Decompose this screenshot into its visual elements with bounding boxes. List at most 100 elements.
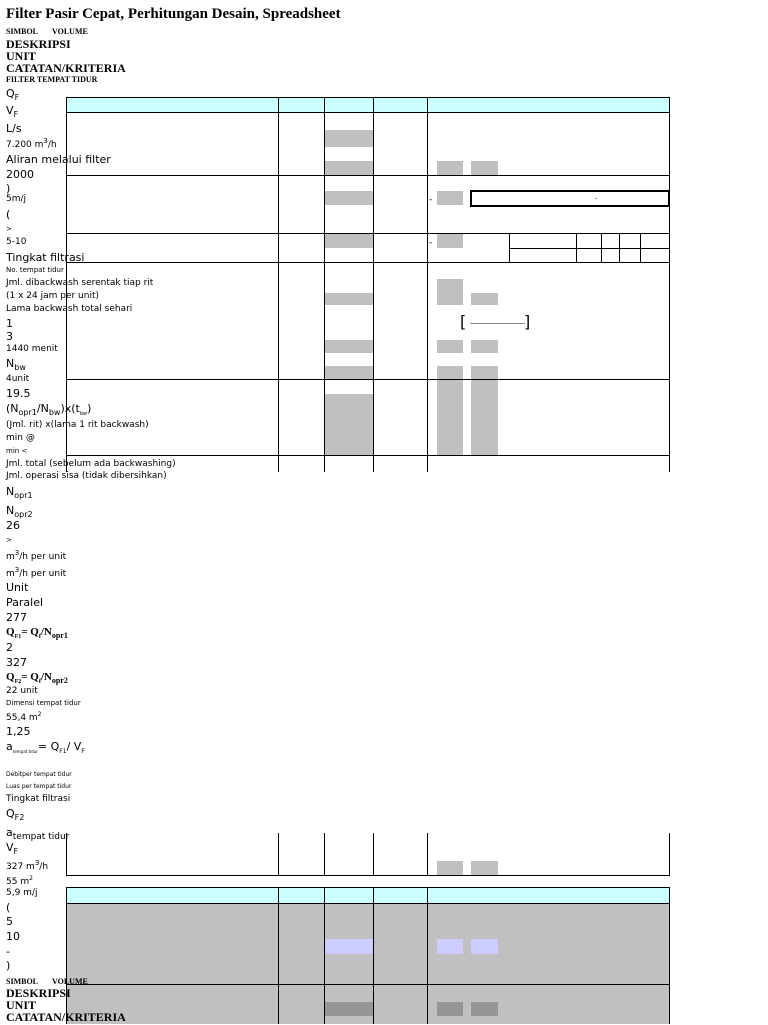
four-unit: 4unit (6, 374, 30, 384)
grid-line (66, 97, 67, 472)
dark-cell (325, 1002, 373, 1016)
gt-sign: > (6, 225, 12, 233)
gray-cell (325, 234, 373, 248)
jml-backwash: Jml. dibackwash serentak tiap rit (6, 278, 154, 288)
grid-line (66, 112, 670, 113)
grid-line (66, 984, 670, 985)
paralel-label: Paralel (6, 596, 44, 609)
footer-unit: UNIT (6, 998, 37, 1012)
dimensi: Dimensi tempat tidur (6, 699, 81, 707)
paren-close: ) (6, 182, 11, 195)
grid-line (669, 833, 670, 875)
grid-line (66, 262, 670, 263)
min-lt: min < (6, 447, 28, 455)
gray-cell (325, 191, 373, 205)
value-three: 3 (6, 330, 13, 343)
bracket-right: ] (524, 312, 531, 331)
aliran-label: Aliran melalui filter (6, 153, 111, 166)
value-five: 5 (6, 915, 13, 928)
footer-volume: VOLUME (52, 977, 88, 986)
grid-line (576, 233, 577, 263)
dark-cell (471, 1002, 498, 1016)
grid-line (278, 97, 279, 472)
v2: 2 (6, 641, 13, 654)
grid-line (324, 97, 325, 472)
gray-cell (437, 293, 463, 305)
dark-cell (437, 1002, 463, 1016)
grid-line (278, 833, 279, 875)
nopr1-label: Nopr1 (6, 485, 33, 501)
footer-deskripsi: DESKRIPSI (6, 986, 71, 1000)
v277: 277 (6, 611, 27, 624)
dash-mark: - (429, 195, 433, 205)
gray-cell (437, 234, 463, 248)
jml-total: Jml. total (sebelum ada backwashing) (6, 459, 176, 469)
footer-catatan: CATATAN/KRITERIA (6, 1010, 126, 1024)
a-formula: atempat tidur= QF1/ VF (6, 740, 85, 756)
grid-line (66, 887, 67, 1024)
dash-mark: - (595, 195, 598, 203)
value-ten: 10 (6, 930, 20, 943)
simbol-header: SIMBOL (6, 27, 39, 36)
grid-line (66, 875, 670, 876)
v26: 26 (6, 519, 20, 532)
m3h-unit-a: m3/h per unit (6, 549, 67, 562)
gray-cell (325, 366, 373, 379)
gray-cell (471, 340, 498, 353)
range: 5-10 (6, 237, 27, 247)
footer-simbol: SIMBOL (6, 977, 39, 986)
highlight-cell (325, 939, 373, 954)
grid-line (640, 233, 641, 263)
grid-line (324, 833, 325, 875)
grid-line (373, 833, 374, 875)
jml-rit: (Jml. rit) x(lama 1 rit backwash) (6, 420, 149, 430)
gray-cell (325, 394, 373, 455)
v1-25: 1,25 (6, 725, 31, 738)
dash-mark: - (429, 238, 433, 248)
bracket-line (470, 323, 525, 324)
nopr-formula: (Nopr1/Nbw)x(tbw) (6, 402, 92, 418)
paren-close-2: ) (6, 959, 11, 972)
gray-cell (471, 161, 498, 175)
m3h-unit-b: m3/h per unit (6, 566, 67, 579)
debit: Debitper tempat tidur (6, 771, 72, 778)
unit-label: Unit (6, 581, 29, 594)
filter-bed-header: FILTER TEMPAT TIDUR (6, 75, 98, 84)
highlight-cell (437, 939, 463, 954)
gray-cell (437, 861, 463, 875)
grid-line (66, 455, 670, 456)
highlight-box (470, 190, 670, 207)
qf2-label: QF2 (6, 807, 25, 823)
table-header-row (66, 97, 670, 113)
vf-label: VF (6, 104, 19, 120)
tingkat-label: Tingkat filtrasi (6, 251, 85, 264)
nbw-label: Nbw (6, 357, 26, 373)
grid-line (427, 887, 428, 1024)
v55-4: 55,4 m2 (6, 711, 42, 723)
gray-cell (325, 161, 373, 175)
catatan-header: CATATAN/KRITERIA (6, 61, 126, 75)
gray-cell (437, 340, 463, 353)
unit-header: UNIT (6, 49, 37, 63)
grid-line (66, 175, 670, 176)
tingkat2: Tingkat filtrasi (6, 794, 71, 804)
gray-cell (471, 861, 498, 875)
v5mj: 5m/j (6, 194, 27, 204)
gray-cell (325, 293, 373, 305)
one-x-24: (1 x 24 jam per unit) (6, 291, 100, 301)
a-tempat-tidur: atempat tidur (6, 826, 70, 843)
v2000: 2000 (6, 168, 34, 181)
qf2-formula: QF2= Qf/Nopr2 (6, 671, 68, 686)
value-one: 1 (6, 317, 13, 330)
gray-cell (471, 366, 498, 379)
table-header-row (66, 887, 670, 904)
highlight-cell (471, 939, 498, 954)
gray-cell (437, 191, 463, 205)
grid-line (373, 887, 374, 1024)
min-at: min @ (6, 433, 35, 443)
grid-line (66, 233, 670, 234)
gray-cell (437, 279, 463, 293)
v19-5: 19.5 (6, 387, 31, 400)
v327: 327 (6, 656, 27, 669)
v22-unit: 22 unit (6, 686, 38, 696)
